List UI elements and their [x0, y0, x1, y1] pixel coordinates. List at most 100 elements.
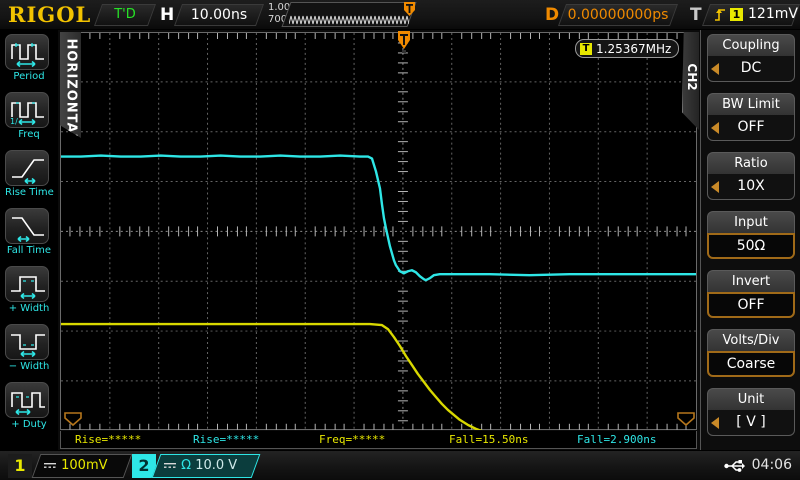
channel-badge-ch1[interactable]: 1 100mV	[8, 454, 133, 478]
channel-settings-menu: Coupling DC BW Limit OFF Ratio 10X Input…	[700, 30, 800, 450]
delay-value: 0.00000000ps	[567, 7, 669, 23]
usb-icon	[724, 460, 745, 472]
measure-item-negative-width[interactable]: − Width	[5, 324, 53, 373]
ch1-trace	[61, 322, 482, 430]
invert-value-row[interactable]: OFF	[707, 292, 795, 318]
freq-source-chip: T	[580, 42, 592, 55]
volts-div-value-row[interactable]: Coarse	[707, 351, 795, 377]
system-clock: 04:06	[751, 457, 792, 473]
trigger-label: T	[690, 5, 702, 25]
trigger-status-label: T'D	[114, 7, 136, 22]
unit-title: Unit	[707, 388, 795, 410]
horizontal-label: H	[160, 5, 175, 25]
coupling-value-row[interactable]: DC	[707, 56, 795, 82]
menu-item-input[interactable]: Input 50Ω	[707, 211, 795, 261]
memory-trigger-position-icon[interactable]	[404, 2, 415, 16]
channel-tab-label: CH2	[685, 63, 699, 91]
negative-width-measure-icon	[5, 324, 49, 360]
measure-label-positive-duty: + Duty	[11, 419, 47, 430]
positive-width-measure-icon	[5, 266, 49, 302]
trigger-position-marker[interactable]	[396, 30, 412, 54]
horizontal-scale-badge[interactable]: 10.00ns	[173, 4, 265, 26]
menu-item-unit[interactable]: Unit [ V ]	[707, 388, 795, 438]
frequency-measure-icon: 1/	[5, 92, 49, 128]
measure-item-rise-time[interactable]: Rise Time	[5, 150, 54, 199]
invert-title: Invert	[707, 270, 795, 292]
measurement-item[interactable]: Rise=*****	[75, 433, 142, 446]
dc-coupling-icon	[164, 463, 176, 468]
bottom-status-bar: 1 100mV 2 Ω	[0, 450, 800, 480]
measurement-item[interactable]: Rise=*****	[193, 433, 260, 446]
trigger-source-badge: 1	[730, 8, 743, 21]
grid-lines	[61, 33, 696, 430]
left-arrow-icon	[711, 122, 719, 134]
fall-time-measure-icon	[5, 208, 49, 244]
measure-label-positive-width: + Width	[8, 303, 50, 314]
dc-coupling-icon	[44, 463, 56, 468]
measure-item-positive-width[interactable]: + Width	[5, 266, 53, 315]
menu-item-volts-div[interactable]: Volts/Div Coarse	[707, 329, 795, 379]
menu-item-bw-limit[interactable]: BW Limit OFF	[707, 93, 795, 143]
ch2-impedance-unit: Ω	[181, 458, 192, 473]
period-measure-icon	[5, 34, 49, 70]
svg-text:1/: 1/	[10, 117, 18, 126]
measurement-menu: Period 1/ Freq Rise Time	[0, 30, 58, 450]
left-arrow-icon	[711, 417, 719, 429]
menu-item-invert[interactable]: Invert OFF	[707, 270, 795, 320]
ch2-scale: 10.0 V	[195, 458, 238, 473]
measurement-item[interactable]: Freq=*****	[319, 433, 386, 446]
measure-item-fall-time[interactable]: Fall Time	[5, 208, 53, 257]
waveform-display[interactable]	[60, 32, 697, 430]
ch1-scale: 100mV	[61, 458, 108, 473]
measure-item-positive-duty[interactable]: + Duty	[5, 382, 53, 431]
memory-waveform-preview	[289, 15, 409, 25]
trigger-status-badge[interactable]: T'D	[93, 4, 157, 26]
trigger-level-marker-right[interactable]	[676, 411, 696, 427]
measure-item-freq[interactable]: 1/ Freq	[5, 92, 53, 141]
menu-item-coupling[interactable]: Coupling DC	[707, 34, 795, 84]
waveform-traces	[61, 154, 696, 430]
frequency-counter-badge: T 1.25367MHz	[575, 39, 680, 58]
measurement-results-bar: Rise=***** Rise=***** Freq=***** Fall=15…	[60, 431, 697, 449]
measure-label-freq: Freq	[18, 129, 40, 140]
top-status-bar: RIGOL T'D H 10.00ns 1.000GSa/s 700 pts* …	[0, 0, 800, 30]
rise-time-measure-icon	[5, 150, 49, 186]
measure-label-fall-time: Fall Time	[6, 245, 52, 256]
ratio-value-row[interactable]: 10X	[707, 174, 795, 200]
coupling-value: DC	[740, 60, 762, 76]
measure-item-period[interactable]: Period	[5, 34, 53, 83]
unit-value-row[interactable]: [ V ]	[707, 410, 795, 436]
bw-limit-value: OFF	[737, 119, 765, 135]
menu-item-ratio[interactable]: Ratio 10X	[707, 152, 795, 202]
trigger-level-marker-left[interactable]	[63, 411, 83, 427]
measure-label-period: Period	[13, 71, 45, 82]
ratio-value: 10X	[737, 178, 765, 194]
rising-edge-icon	[715, 9, 725, 21]
measure-label-negative-width: − Width	[8, 361, 50, 372]
measure-label-rise-time: Rise Time	[5, 187, 54, 198]
horizontal-tab-label: HORIZONTAL	[63, 38, 79, 143]
positive-duty-measure-icon	[5, 382, 49, 418]
ratio-title: Ratio	[707, 152, 795, 174]
coupling-title: Coupling	[707, 34, 795, 56]
freq-counter-value: 1.25367MHz	[596, 41, 672, 56]
measurement-item[interactable]: Fall=2.900ns	[577, 433, 657, 446]
ch2-trace	[61, 154, 696, 282]
bw-limit-value-row[interactable]: OFF	[707, 115, 795, 141]
horizontal-menu-tab[interactable]: HORIZONTAL	[60, 32, 81, 138]
volts-div-title: Volts/Div	[707, 329, 795, 351]
input-value-row[interactable]: 50Ω	[707, 233, 795, 259]
invert-value: OFF	[737, 297, 765, 313]
measurement-item[interactable]: Fall=15.50ns	[449, 433, 529, 446]
unit-value: [ V ]	[736, 414, 766, 430]
bw-limit-title: BW Limit	[707, 93, 795, 115]
delay-value-badge[interactable]: 0.00000000ps	[557, 4, 679, 26]
left-arrow-icon	[711, 181, 719, 193]
delay-label: D	[545, 5, 560, 25]
ch1-number: 1	[8, 454, 32, 478]
horizontal-scale-value: 10.00ns	[190, 7, 248, 23]
brand-logo: RIGOL	[8, 2, 92, 27]
left-arrow-icon	[711, 63, 719, 75]
trigger-level-value: 121mV	[748, 6, 798, 22]
channel-badge-ch2[interactable]: 2 Ω 10.0 V	[132, 454, 261, 478]
